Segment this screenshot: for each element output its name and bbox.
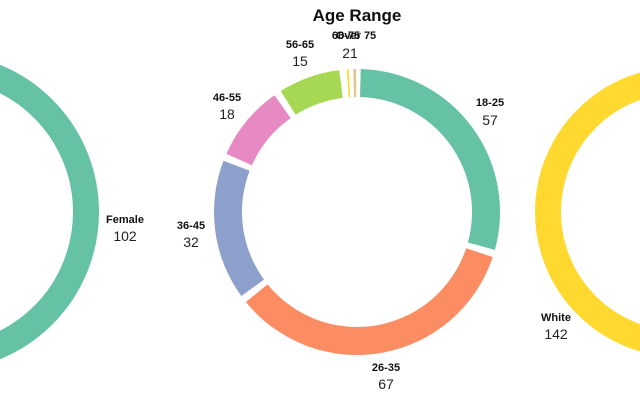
slice-over-75 [353, 69, 357, 98]
value-18-25: 57 [482, 112, 498, 128]
label-56-65: 56-65 [286, 39, 314, 51]
slice-18-25 [360, 69, 500, 250]
label-36-45: 36-45 [177, 220, 205, 232]
value-46-55: 18 [219, 106, 235, 122]
slice-66-75 [346, 69, 351, 98]
left-value-female: 102 [113, 228, 137, 244]
left-donut-chart: Female 102 [0, 64, 144, 360]
value-26-35: 67 [378, 376, 394, 392]
value-36-45: 32 [183, 234, 199, 250]
label-18-25: 18-25 [476, 97, 504, 109]
label-over-75: Over 75 [336, 30, 376, 42]
right-value-white: 142 [544, 326, 568, 342]
right-donut-ring-white [535, 72, 640, 352]
value-over-75: 21 [342, 45, 358, 61]
slice-46-55 [226, 95, 291, 166]
label-26-35: 26-35 [372, 362, 400, 374]
right-donut-chart: White 142 [535, 72, 640, 352]
age-range-labels: 18-25 57 26-35 67 36-45 32 46-55 18 56-65 15 66-75… [177, 30, 504, 392]
label-66-75: 66-75 [332, 30, 360, 42]
label-46-55: 46-55 [213, 92, 241, 104]
slice-26-35 [245, 248, 493, 355]
value-56-65: 15 [292, 53, 308, 69]
left-donut-ring-female [0, 64, 99, 360]
slice-36-45 [214, 160, 264, 297]
age-range-donut-chart [214, 69, 500, 355]
chart-title: Age Range [313, 6, 402, 25]
left-label-female: Female [106, 214, 144, 226]
slice-56-65 [280, 70, 343, 115]
right-label-white: White [541, 312, 571, 324]
